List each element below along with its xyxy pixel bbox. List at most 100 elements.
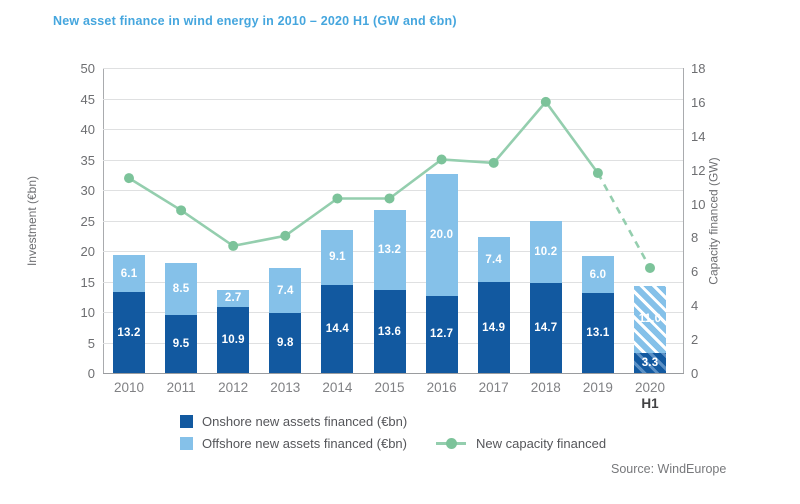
right-axis-tick: 12 [691,162,706,178]
left-axis-tick: 0 [87,366,95,381]
right-axis-tick: 6 [691,264,699,280]
left-axis-tick: 45 [80,91,95,107]
onshore-bar-value: 13.1 [586,327,610,340]
onshore-bar-segment [113,292,145,373]
offshore-bar-segment [581,256,614,294]
gridline [103,129,683,130]
capacity-data-point [592,168,603,179]
onshore-bar-segment [425,295,458,373]
offshore-bar-value: 11.0 [638,313,662,326]
x-axis-label: 2012 [218,380,249,395]
left-axis-tick: 5 [87,335,95,351]
offshore-swatch-icon [180,437,193,450]
onshore-bar-value: 3.3 [641,356,659,369]
left-axis-tick: 40 [80,122,95,137]
onshore-bar-segment [373,290,406,373]
legend-item-onshore: Onshore new assets financed (€bn) [180,414,407,429]
onshore-bar-value: 14.9 [482,321,506,334]
onshore-bar-value: 9.5 [172,338,190,351]
x-axis-label: 2015 [374,380,405,395]
x-axis-label: 2010 [113,380,145,395]
offshore-bar-value: 9.1 [329,251,346,264]
capacity-data-point [436,154,447,165]
left-axis-tick: 35 [80,152,95,168]
legend-item-offshore: Offshore new assets financed (€bn) [180,436,407,451]
left-axis-tick: 20 [80,244,95,259]
offshore-bar-segment [113,255,145,293]
right-axis-tick: 2 [691,332,699,348]
x-axis-label: 2014 [322,380,353,395]
plot-area: 13.2 6.1 9.5 8.5 10.9 2.7 9.8 7.4 14.4 9.1 13.6 13.… [103,68,683,373]
x-axis-label: 2020 H1 [634,380,666,411]
offshore-bar-segment [165,263,198,316]
onshore-bar-value: 14.7 [534,322,558,335]
offshore-bar-value: 7.4 [485,253,502,266]
offshore-bar-segment [269,268,302,314]
offshore-bar-segment [373,209,406,291]
right-axis-tick: 4 [691,298,699,314]
onshore-bar-value: 10.9 [221,333,245,346]
left-axis-title: Investment (€bn) [25,175,40,267]
left-axis-tick: 10 [80,305,95,320]
chart-title: New asset finance in wind energy in 2010… [53,14,457,28]
source-attribution: Source: WindEurope [611,462,727,476]
capacity-data-point [332,193,343,204]
onshore-bar-segment [529,283,562,373]
offshore-bar-segment [321,229,354,286]
capacity-data-point [540,96,551,107]
onshore-bar-segment [321,285,354,373]
x-axis-label: 2018 [530,380,561,395]
legend-offshore-label: Offshore new assets financed (€bn) [202,436,407,451]
onshore-bar-segment [269,313,302,373]
right-axis-spine [683,68,684,374]
offshore-bar-segment [425,173,458,296]
left-axis-tick: 50 [80,61,95,76]
right-axis-tick: 0 [691,366,699,381]
onshore-bar-value: 13.2 [117,326,141,339]
x-axis-label: 2013 [270,380,301,395]
onshore-bar-segment [581,293,614,373]
left-axis-tick: 30 [80,183,95,198]
offshore-bar-value: 2.7 [224,292,242,305]
gridline [103,190,683,191]
offshore-bar-value: 13.2 [377,243,402,256]
gridline [103,159,683,161]
capacity-data-point [280,230,291,241]
right-axis-tick: 14 [691,128,706,144]
right-axis-tick: 10 [691,196,706,212]
line-marker-icon [436,438,466,449]
onshore-bar-segment [217,306,250,373]
onshore-bar-value: 13.6 [377,325,402,338]
onshore-bar-value: 9.8 [277,337,294,350]
left-axis-tick: 25 [80,213,95,229]
onshore-bar-segment [634,352,666,373]
offshore-bar-value: 6.1 [120,267,138,280]
legend-capacity-label: New capacity financed [476,436,607,451]
capacity-data-point [645,262,655,273]
offshore-bar-value: 8.5 [172,283,190,296]
offshore-bar-value: 6.0 [589,268,607,281]
offshore-bar-segment [634,285,666,353]
legend-item-capacity: New capacity financed [436,436,606,451]
x-axis-line [103,373,684,374]
capacity-line-series [124,96,655,273]
gridline [103,68,683,69]
offshore-bar-segment [217,290,250,307]
onshore-bar-segment [165,315,198,373]
x-axis-label: 2016 [426,380,457,395]
right-axis-tick: 16 [691,94,706,110]
legend-onshore-label: Onshore new assets financed (€bn) [202,414,408,429]
capacity-data-point [124,173,134,184]
offshore-bar-segment [477,236,510,283]
right-axis-tick: 18 [691,61,706,76]
onshore-swatch-icon [180,415,193,428]
onshore-bar-segment [477,282,510,373]
capacity-data-point [176,205,187,216]
x-axis-label: 2019 [582,380,613,395]
offshore-bar-value: 7.4 [277,284,294,297]
capacity-data-point [384,193,395,204]
onshore-bar-value: 12.7 [430,328,454,341]
capacity-data-point [488,157,499,168]
offshore-bar-value: 10.2 [534,246,558,259]
